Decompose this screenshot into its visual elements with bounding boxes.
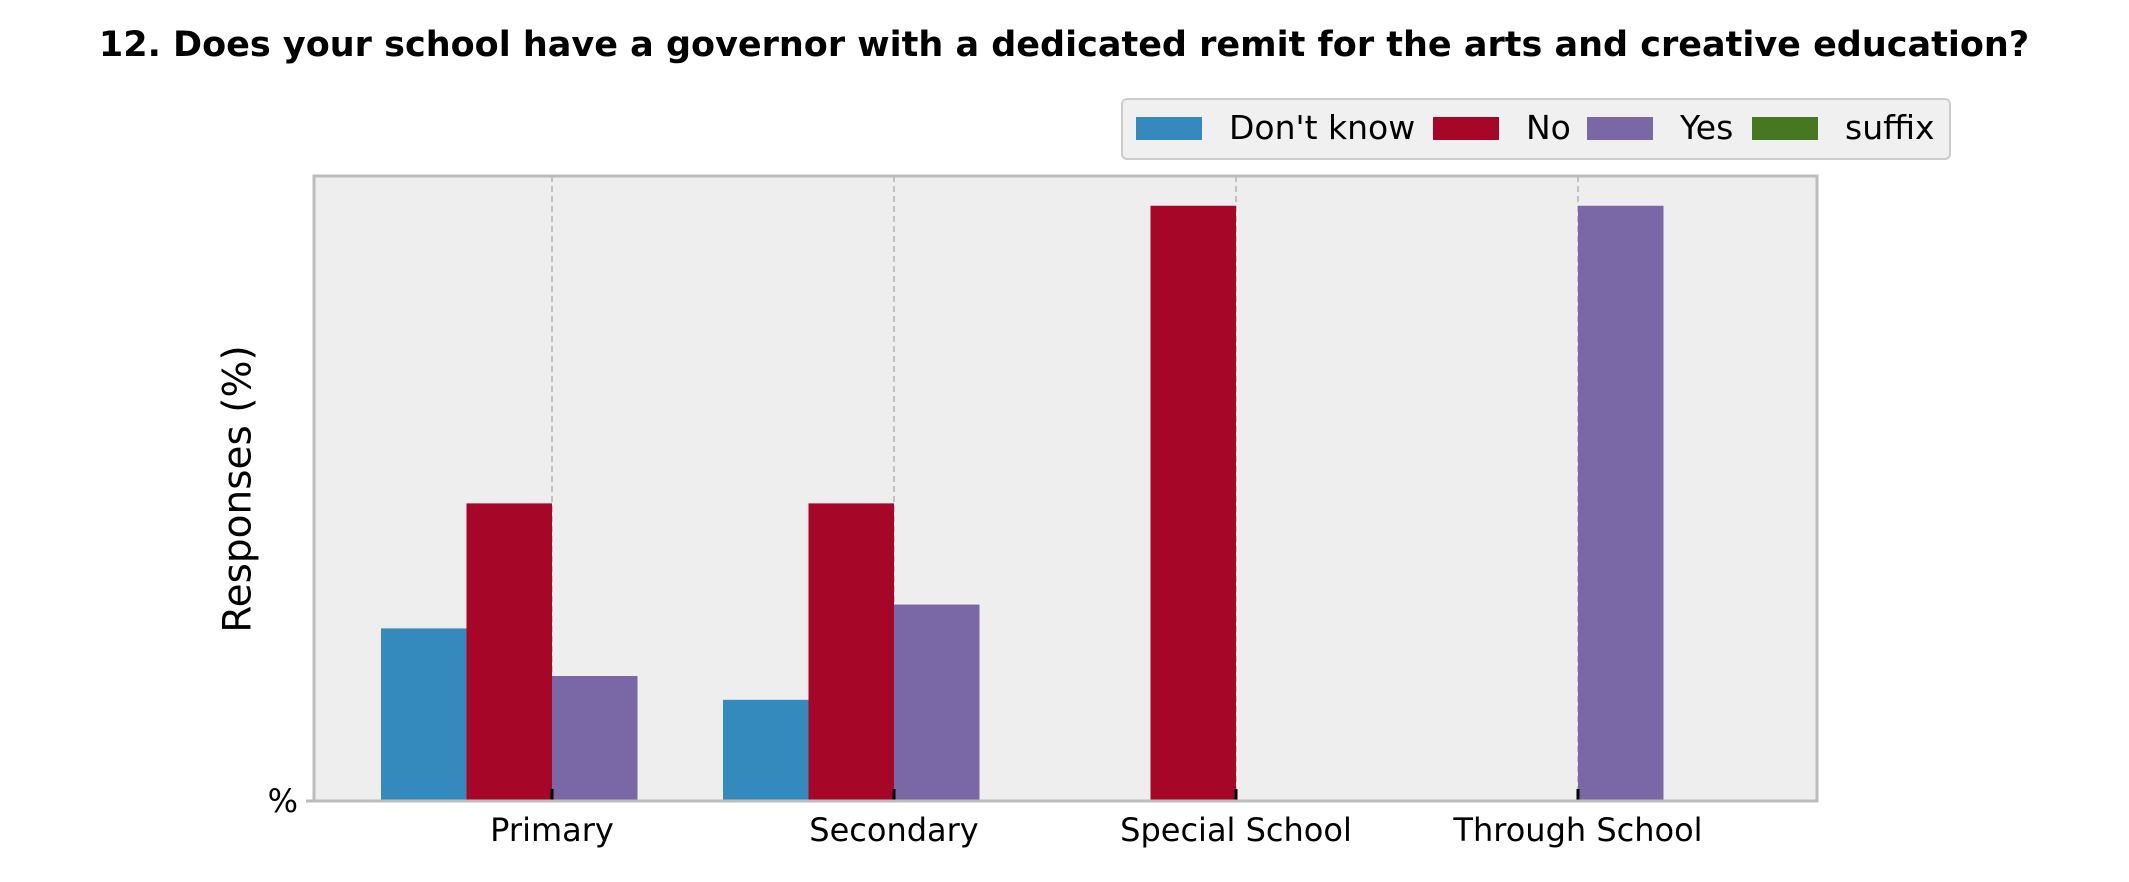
legend: Don't know No Yes suffix: [1121, 98, 1951, 160]
x-tick-label-through-school: Through School: [1452, 811, 1702, 849]
legend-swatch-no: [1433, 117, 1499, 140]
bar-yes-primary: [552, 676, 638, 801]
x-tick-label-special-school: Special School: [1120, 811, 1352, 849]
bar-no-secondary: [808, 503, 894, 801]
legend-frame: [1121, 98, 1951, 160]
bar-no-primary: [466, 503, 552, 801]
bar-don-t-know-primary: [381, 628, 467, 801]
bar-yes-through-school: [1578, 205, 1664, 801]
x-tick-label-secondary: Secondary: [809, 811, 978, 849]
chart-title: 12. Does your school have a governor wit…: [99, 25, 2029, 65]
bar-yes-secondary: [894, 604, 980, 801]
bars: [381, 205, 1664, 801]
y-tick-label: %: [268, 782, 298, 820]
x-ticks: Primary Secondary Special School Through Sc…: [490, 789, 1703, 849]
y-axis-label: Responses (%): [216, 345, 261, 633]
legend-swatch-don-t-know: [1136, 117, 1202, 140]
x-tick-label-primary: Primary: [490, 811, 614, 849]
legend-label-no: No: [1526, 108, 1571, 147]
bar-no-special-school: [1150, 205, 1236, 801]
plot-area: Primary Secondary Special School Through Sc…: [306, 174, 1819, 849]
bar-don-t-know-secondary: [723, 699, 809, 801]
legend-swatch-yes: [1587, 117, 1653, 140]
legend-swatch-suffix: [1752, 117, 1818, 140]
legend-label-suffix: suffix: [1845, 108, 1935, 147]
legend-label-yes: Yes: [1679, 108, 1733, 147]
legend-label-don-t-know: Don't know: [1229, 108, 1415, 147]
plot-frame: [312, 174, 1819, 803]
